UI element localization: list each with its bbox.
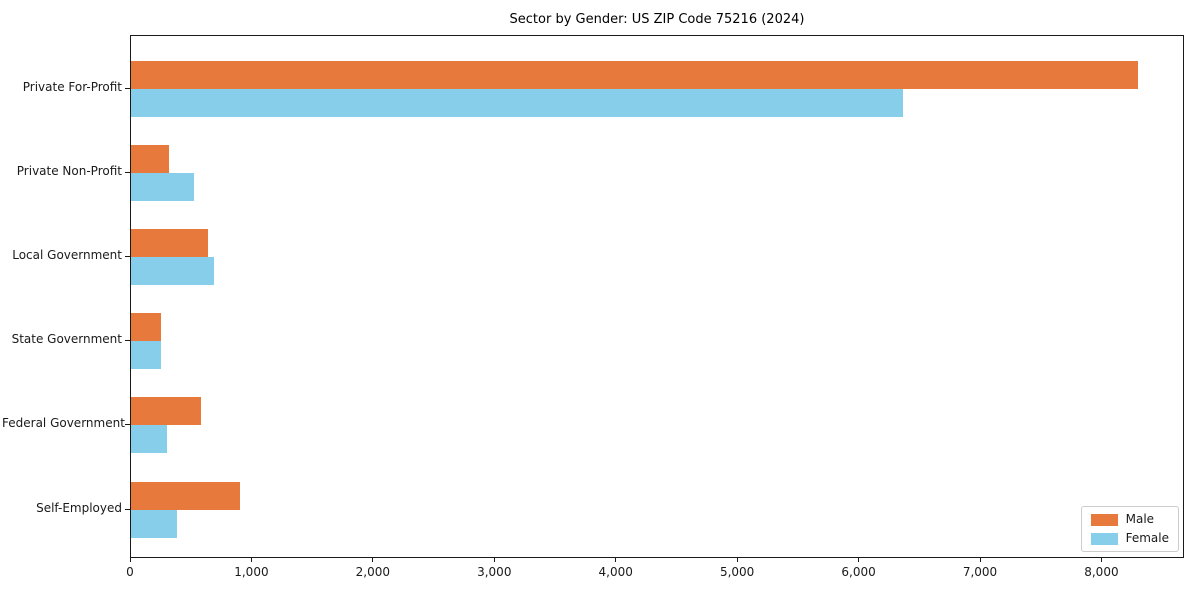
y-tick-label-self-employed: Self-Employed <box>36 500 122 515</box>
y-tick-label-private-for-profit: Private For-Profit <box>22 79 122 94</box>
x-tick-mark <box>493 558 495 562</box>
plot-area: Male Female <box>130 35 1184 558</box>
y-tick-mark <box>125 256 130 257</box>
legend-label-male: Male <box>1125 512 1155 526</box>
bar-female-local-government <box>131 257 214 285</box>
chart-title: Sector by Gender: US ZIP Code 75216 (202… <box>509 12 805 27</box>
bar-female-federal-government <box>131 425 167 454</box>
y-tick-label-state-government: State Government <box>11 332 122 347</box>
bar-female-state-government <box>131 341 161 370</box>
x-tick-label-1000: 1,000 <box>234 565 269 579</box>
bar-male-private-for-profit <box>131 60 1138 89</box>
y-tick-mark <box>125 424 130 426</box>
bar-male-self-employed <box>131 481 241 510</box>
x-tick-mark <box>250 558 252 562</box>
bar-female-self-employed <box>131 509 178 538</box>
x-tick-mark <box>736 558 738 562</box>
bar-female-private-non-profit <box>131 172 195 201</box>
x-tick-label-7000: 7,000 <box>962 565 998 579</box>
x-tick-label-8000: 8,000 <box>1084 565 1119 579</box>
legend-label-female: Female <box>1125 531 1169 545</box>
bar-male-federal-government <box>131 397 202 426</box>
x-tick-label-0: 0 <box>126 565 134 579</box>
x-tick-label-4000: 4,000 <box>598 565 633 579</box>
x-tick-mark <box>979 558 981 562</box>
bar-male-local-government <box>131 229 208 257</box>
male-swatch-icon <box>1090 513 1118 526</box>
bar-male-private-non-profit <box>131 144 169 173</box>
bar-female-private-for-profit <box>131 88 904 117</box>
y-tick-mark <box>125 340 130 342</box>
x-tick-label-2000: 2,000 <box>355 565 391 579</box>
x-tick-label-5000: 5,000 <box>719 565 755 579</box>
bar-male-state-government <box>131 313 162 342</box>
y-tick-mark <box>125 171 130 173</box>
x-tick-label-3000: 3,000 <box>477 565 512 579</box>
y-tick-label-private-non-profit: Private Non-Profit <box>16 163 122 178</box>
legend-row-female: Female <box>1090 531 1169 545</box>
x-tick-mark <box>1100 558 1102 562</box>
legend: Male Female <box>1080 506 1179 552</box>
x-tick-mark <box>372 558 374 562</box>
x-tick-mark <box>615 558 617 562</box>
x-tick-label-6000: 6,000 <box>841 565 876 579</box>
female-swatch-icon <box>1090 532 1118 545</box>
y-tick-mark <box>125 87 130 89</box>
y-tick-mark <box>125 508 130 510</box>
y-tick-label-federal-government: Federal Government <box>2 416 125 431</box>
y-tick-label-local-government: Local Government <box>12 248 122 262</box>
x-tick-mark <box>129 558 131 562</box>
x-tick-mark <box>858 558 860 562</box>
legend-row-male: Male <box>1090 512 1169 526</box>
